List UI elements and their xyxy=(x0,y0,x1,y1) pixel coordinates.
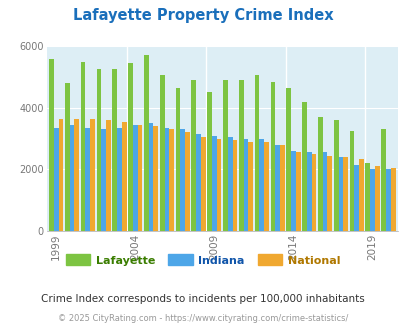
Bar xyxy=(207,92,211,231)
Bar xyxy=(196,134,200,231)
Bar xyxy=(49,58,54,231)
Bar xyxy=(390,168,394,231)
Bar xyxy=(380,129,385,231)
Bar xyxy=(101,129,106,231)
Bar xyxy=(338,157,343,231)
Bar xyxy=(301,102,306,231)
Bar xyxy=(200,137,205,231)
Bar xyxy=(248,142,252,231)
Bar xyxy=(148,123,153,231)
Bar xyxy=(90,118,95,231)
Bar xyxy=(222,80,227,231)
Bar xyxy=(279,145,284,231)
Bar xyxy=(160,76,164,231)
Bar xyxy=(343,157,347,231)
Bar xyxy=(295,152,300,231)
Bar xyxy=(164,128,169,231)
Bar xyxy=(69,125,74,231)
Bar xyxy=(85,128,90,231)
Bar xyxy=(286,88,290,231)
Bar xyxy=(322,152,327,231)
Bar xyxy=(185,132,190,231)
Bar xyxy=(232,140,237,231)
Bar xyxy=(106,120,111,231)
Bar xyxy=(259,139,264,231)
Bar xyxy=(58,118,63,231)
Bar xyxy=(270,82,275,231)
Bar xyxy=(153,126,158,231)
Bar xyxy=(369,169,374,231)
Bar xyxy=(349,131,354,231)
Legend: Lafayette, Indiana, National: Lafayette, Indiana, National xyxy=(61,250,344,270)
Bar xyxy=(354,165,358,231)
Bar xyxy=(238,80,243,231)
Bar xyxy=(275,145,279,231)
Bar xyxy=(311,154,315,231)
Bar xyxy=(132,125,137,231)
Bar xyxy=(144,55,148,231)
Bar xyxy=(317,117,322,231)
Bar xyxy=(374,166,379,231)
Bar xyxy=(227,137,232,231)
Bar xyxy=(169,129,174,231)
Text: Lafayette Property Crime Index: Lafayette Property Crime Index xyxy=(72,8,333,23)
Bar xyxy=(54,128,58,231)
Bar xyxy=(122,122,126,231)
Bar xyxy=(358,159,363,231)
Text: Crime Index corresponds to incidents per 100,000 inhabitants: Crime Index corresponds to incidents per… xyxy=(41,294,364,304)
Bar xyxy=(112,69,117,231)
Bar xyxy=(175,88,180,231)
Bar xyxy=(117,128,121,231)
Bar xyxy=(333,120,338,231)
Bar xyxy=(364,163,369,231)
Bar xyxy=(385,169,390,231)
Bar xyxy=(81,62,85,231)
Bar xyxy=(216,139,221,231)
Bar xyxy=(254,76,259,231)
Bar xyxy=(211,136,216,231)
Bar xyxy=(65,83,69,231)
Bar xyxy=(128,63,132,231)
Bar xyxy=(137,125,142,231)
Bar xyxy=(264,142,268,231)
Bar xyxy=(243,139,248,231)
Bar xyxy=(191,80,196,231)
Bar xyxy=(180,129,185,231)
Bar xyxy=(327,155,331,231)
Bar xyxy=(306,152,311,231)
Bar xyxy=(96,69,101,231)
Bar xyxy=(290,151,295,231)
Text: © 2025 CityRating.com - https://www.cityrating.com/crime-statistics/: © 2025 CityRating.com - https://www.city… xyxy=(58,314,347,323)
Bar xyxy=(74,118,79,231)
